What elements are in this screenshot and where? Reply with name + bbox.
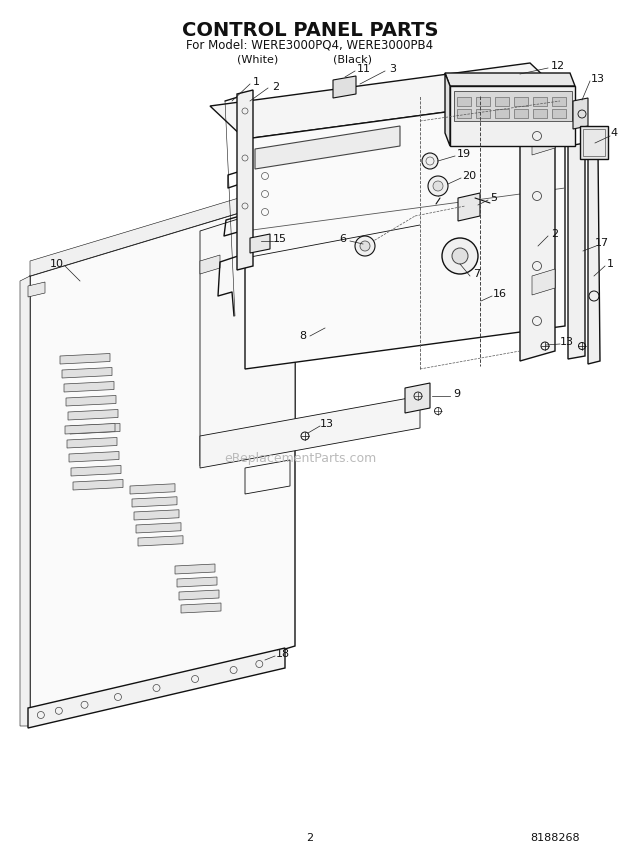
- Text: 1: 1: [606, 259, 614, 269]
- Polygon shape: [580, 126, 608, 159]
- Circle shape: [452, 248, 468, 264]
- Polygon shape: [66, 395, 116, 406]
- Polygon shape: [69, 451, 119, 462]
- Polygon shape: [445, 73, 575, 86]
- Bar: [533, 97, 547, 106]
- Polygon shape: [136, 523, 181, 533]
- Polygon shape: [532, 129, 555, 155]
- Polygon shape: [454, 91, 572, 121]
- Polygon shape: [250, 234, 270, 253]
- Bar: [457, 109, 471, 118]
- Polygon shape: [175, 564, 215, 574]
- Polygon shape: [30, 196, 295, 726]
- Polygon shape: [65, 424, 115, 434]
- Polygon shape: [573, 98, 588, 129]
- Text: 10: 10: [50, 259, 64, 269]
- Polygon shape: [200, 255, 220, 274]
- Text: 6: 6: [340, 234, 347, 244]
- Bar: [495, 97, 509, 106]
- Circle shape: [433, 181, 443, 191]
- Polygon shape: [68, 409, 118, 420]
- Bar: [552, 109, 566, 118]
- Text: For Model: WERE3000PQ4, WERE3000PB4: For Model: WERE3000PQ4, WERE3000PB4: [187, 39, 433, 51]
- Polygon shape: [62, 367, 112, 378]
- Text: 8188268: 8188268: [530, 833, 580, 843]
- Polygon shape: [130, 484, 175, 494]
- Text: 17: 17: [595, 238, 609, 248]
- Text: 16: 16: [493, 289, 507, 299]
- Text: 9: 9: [453, 389, 461, 399]
- Polygon shape: [458, 193, 480, 221]
- Text: 13: 13: [591, 74, 605, 84]
- Text: 18: 18: [276, 649, 290, 659]
- Polygon shape: [20, 276, 30, 726]
- Text: 2: 2: [306, 833, 314, 843]
- Polygon shape: [568, 143, 585, 359]
- Bar: [514, 109, 528, 118]
- Bar: [476, 97, 490, 106]
- Text: 13: 13: [560, 337, 574, 347]
- Polygon shape: [70, 424, 120, 434]
- Bar: [552, 97, 566, 106]
- Polygon shape: [333, 76, 356, 98]
- Text: 2: 2: [551, 229, 559, 239]
- Polygon shape: [181, 603, 221, 613]
- Polygon shape: [134, 510, 179, 520]
- Bar: [514, 97, 528, 106]
- Text: 4: 4: [611, 128, 618, 138]
- Polygon shape: [71, 466, 121, 476]
- Text: 15: 15: [273, 234, 287, 244]
- Circle shape: [355, 236, 375, 256]
- Polygon shape: [30, 181, 295, 276]
- Polygon shape: [405, 383, 430, 413]
- Polygon shape: [237, 90, 253, 270]
- Polygon shape: [200, 201, 295, 466]
- Text: 3: 3: [389, 64, 397, 74]
- Text: 5: 5: [490, 193, 497, 203]
- Text: 8: 8: [299, 331, 306, 341]
- Polygon shape: [532, 269, 555, 295]
- Bar: [457, 97, 471, 106]
- Text: 7: 7: [474, 269, 480, 279]
- Text: (Black): (Black): [332, 54, 371, 64]
- Circle shape: [442, 238, 478, 274]
- Polygon shape: [520, 106, 555, 361]
- Bar: [533, 109, 547, 118]
- Polygon shape: [73, 479, 123, 490]
- Text: (White): (White): [237, 54, 278, 64]
- Text: 11: 11: [357, 64, 371, 74]
- Polygon shape: [245, 96, 565, 369]
- Polygon shape: [60, 354, 110, 364]
- Polygon shape: [177, 577, 217, 587]
- Circle shape: [360, 241, 370, 251]
- Polygon shape: [210, 63, 565, 139]
- Polygon shape: [255, 126, 400, 169]
- Bar: [495, 109, 509, 118]
- Text: 19: 19: [457, 149, 471, 159]
- Polygon shape: [67, 437, 117, 448]
- Polygon shape: [138, 536, 183, 546]
- Polygon shape: [132, 496, 177, 507]
- Text: eReplacementParts.com: eReplacementParts.com: [224, 451, 376, 465]
- Text: CONTROL PANEL PARTS: CONTROL PANEL PARTS: [182, 21, 438, 39]
- Polygon shape: [28, 648, 285, 728]
- Circle shape: [428, 176, 448, 196]
- Text: 20: 20: [462, 171, 476, 181]
- Text: 12: 12: [551, 61, 565, 71]
- Text: 1: 1: [252, 77, 260, 87]
- Polygon shape: [28, 282, 45, 297]
- Polygon shape: [588, 151, 600, 364]
- Polygon shape: [179, 590, 219, 600]
- Bar: [476, 109, 490, 118]
- Text: 2: 2: [272, 82, 280, 92]
- Polygon shape: [64, 382, 114, 392]
- Polygon shape: [200, 396, 420, 468]
- Polygon shape: [445, 73, 450, 146]
- Text: 13: 13: [320, 419, 334, 429]
- Circle shape: [422, 153, 438, 169]
- Polygon shape: [450, 86, 575, 146]
